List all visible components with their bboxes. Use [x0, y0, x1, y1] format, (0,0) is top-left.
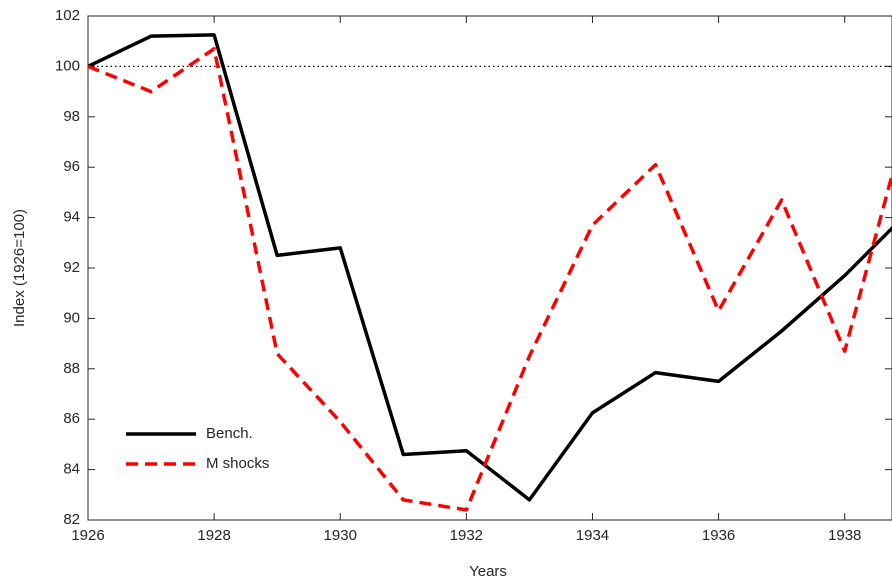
x-tick-label: 1926 [71, 527, 104, 544]
plot-area [88, 33, 892, 512]
x-tick-label: 1932 [450, 527, 483, 544]
y-tick-label: 98 [63, 108, 80, 125]
y-tick-label: 102 [55, 7, 80, 24]
y-axis-label: Index (1926=100) [11, 209, 28, 327]
legend-label: Bench. [206, 425, 253, 442]
y-tick-label: 88 [63, 360, 80, 377]
y-tick-label: 96 [63, 158, 80, 175]
x-tick-label: 1934 [576, 527, 609, 544]
line [88, 47, 892, 512]
y-tick-label: 84 [63, 461, 80, 478]
x-tick-label: 1936 [702, 527, 735, 544]
y-tick-label: 100 [55, 57, 80, 74]
y-tick-label: 92 [63, 259, 80, 276]
y-tick-label: 82 [63, 511, 80, 528]
x-tick-label: 1928 [197, 527, 230, 544]
line [88, 33, 892, 502]
y-tick-label: 86 [63, 410, 80, 427]
x-tick-label: 1938 [828, 527, 861, 544]
legend-label: M shocks [206, 455, 269, 472]
plot-frame [87, 15, 892, 521]
y-tick-label: 94 [63, 209, 80, 226]
x-tick-label: 1930 [324, 527, 357, 544]
y-tick-label: 90 [63, 309, 80, 326]
x-axis-label: Years [469, 563, 507, 580]
